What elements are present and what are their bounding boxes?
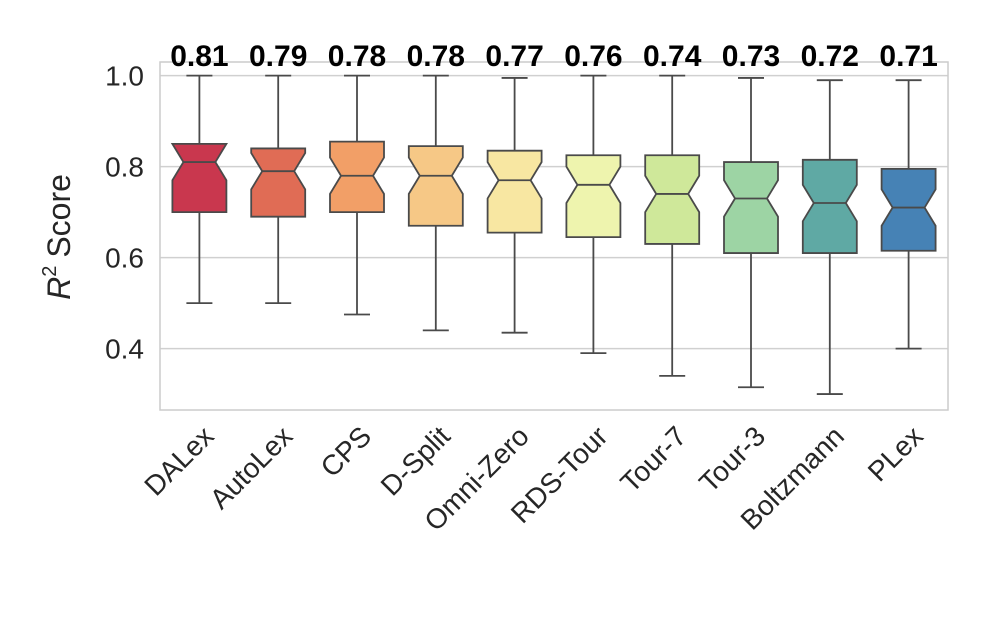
box-body: [644, 154, 701, 245]
median-value-label-2: 0.78: [328, 40, 386, 73]
y-axis-label-symbol: R: [41, 277, 77, 300]
median-value-label-3: 0.78: [407, 40, 465, 73]
box-group-autolex: [250, 74, 307, 304]
box-group-boltzmann: [801, 79, 858, 395]
box-body: [329, 140, 385, 214]
median-value-label-5: 0.76: [564, 40, 622, 73]
y-tick-label-1: 0.6: [105, 243, 144, 274]
x-tick-label-cps: CPS: [315, 420, 378, 483]
y-tick-labels: 0.4 0.6 0.8 1.0: [105, 61, 144, 365]
y-axis-label-text: Score: [41, 174, 77, 258]
box-body: [801, 158, 858, 254]
median-labels: 0.81 0.79 0.78 0.78 0.77 0.76 0.74 0.73 0.72 0.71: [170, 40, 938, 73]
x-tick-label-autolex: AutoLex: [204, 420, 299, 515]
median-value-label-8: 0.72: [801, 40, 859, 73]
box-body: [250, 147, 307, 218]
box-group-cps: [329, 74, 385, 316]
y-axis-label-superscript: 2: [39, 266, 61, 277]
box-body: [723, 161, 779, 254]
y-tick-label-0: 0.4: [105, 334, 144, 365]
box-body: [486, 149, 543, 234]
box-group-tour-7: [644, 74, 701, 377]
median-value-label-6: 0.74: [643, 40, 702, 73]
box-body: [170, 142, 228, 214]
median-value-label-7: 0.73: [722, 40, 780, 73]
box-group-plex: [880, 79, 937, 350]
box-body: [880, 168, 937, 252]
plot-frame: [159, 61, 949, 411]
median-value-label-4: 0.77: [485, 40, 543, 73]
median-value-label-1: 0.79: [249, 40, 307, 73]
y-tick-label-2: 0.8: [105, 152, 144, 183]
box-layer: [170, 74, 937, 395]
box-body: [565, 154, 622, 239]
y-axis-label: R2 Score: [39, 174, 77, 300]
box-group-dalex: [170, 74, 228, 304]
x-tick-label-tour-3: Tour-3: [693, 420, 771, 498]
box-group-d-split: [407, 74, 464, 332]
x-tick-label-plex: PLex: [862, 420, 929, 487]
median-value-label-9: 0.71: [879, 40, 937, 73]
box-body: [407, 145, 464, 227]
y-tick-label-3: 1.0: [105, 61, 144, 92]
median-value-label-0: 0.81: [170, 40, 228, 73]
box-group-omni-zero: [486, 77, 543, 334]
box-group-tour-3: [723, 77, 779, 389]
box-group-rds-tour: [565, 74, 622, 355]
x-tick-label-tour-7: Tour-7: [614, 420, 692, 498]
